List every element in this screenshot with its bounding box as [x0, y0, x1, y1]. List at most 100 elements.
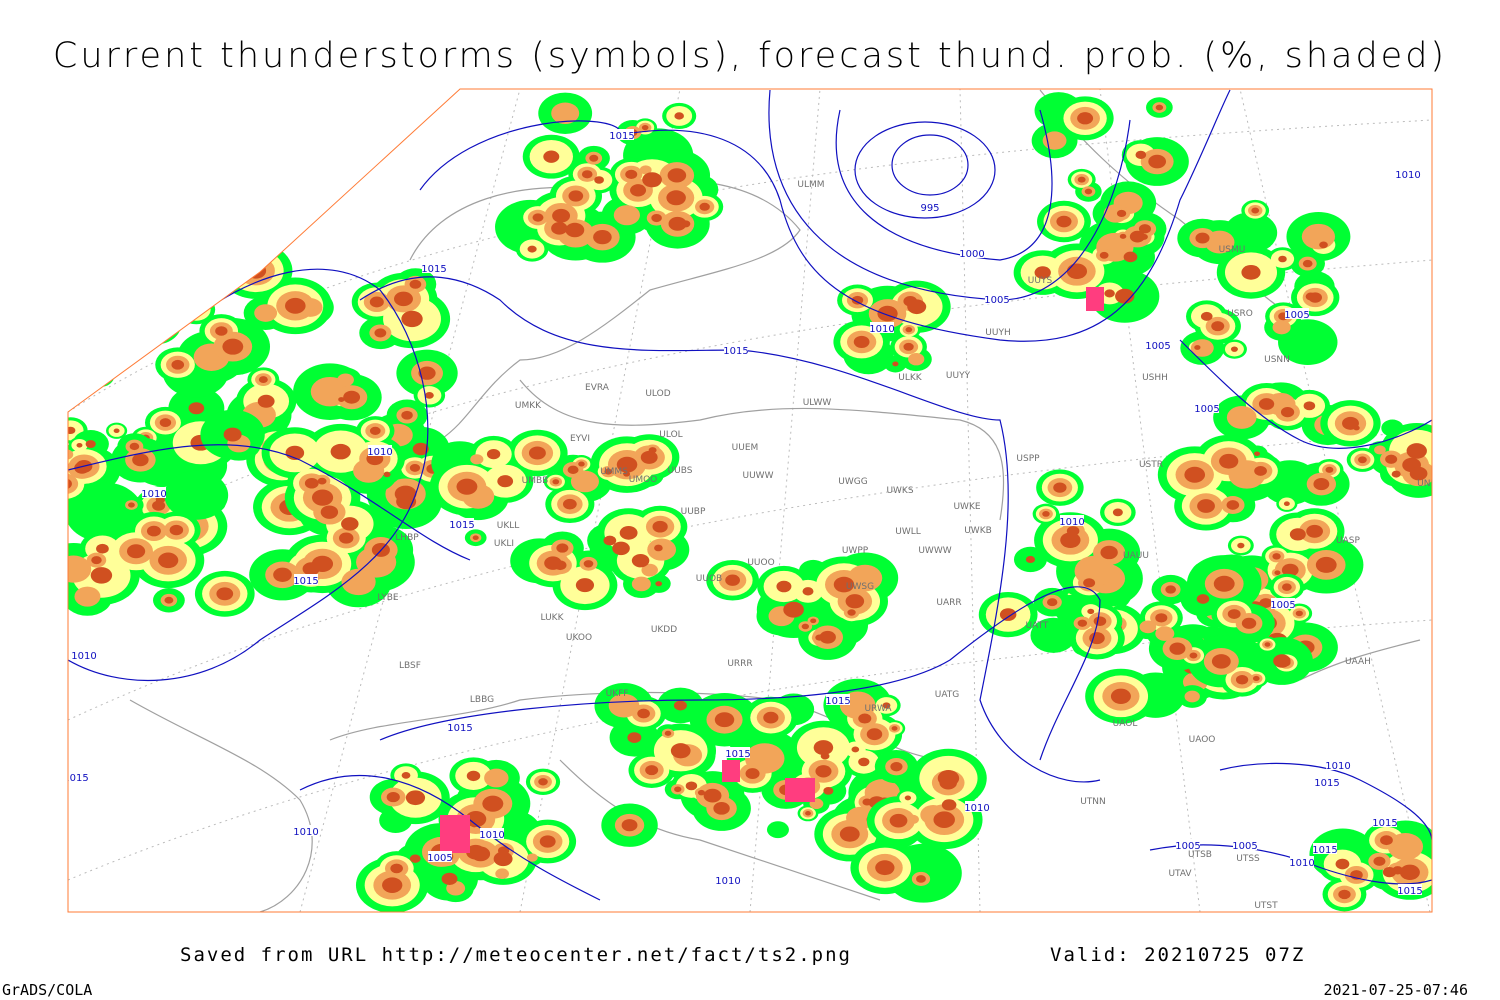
- probability-shade: [666, 190, 686, 206]
- isobar-label: 1005: [427, 853, 452, 864]
- station-label: LUKK: [541, 613, 565, 623]
- probability-shade: [68, 482, 143, 543]
- probability-shade: [1303, 401, 1316, 411]
- probability-shade: [1241, 617, 1257, 629]
- isobar-label: 1000: [959, 249, 984, 260]
- probability-shade: [575, 578, 595, 593]
- probability-shade: [341, 568, 376, 596]
- isobar-label: 1015: [1312, 845, 1337, 856]
- probability-shade: [589, 154, 599, 162]
- probability-shade: [330, 443, 351, 460]
- probability-shade: [369, 426, 381, 436]
- probability-shade: [941, 799, 957, 811]
- probability-shade: [858, 713, 872, 724]
- probability-shade: [1391, 470, 1401, 478]
- probability-shade: [1190, 339, 1214, 357]
- probability-shade: [670, 743, 691, 759]
- probability-shade: [1226, 500, 1240, 510]
- probability-shade: [551, 102, 580, 125]
- probability-shade: [1313, 478, 1330, 491]
- probability-shade: [338, 397, 345, 402]
- probability-shade: [594, 176, 604, 184]
- probability-shade: [1272, 553, 1281, 560]
- station-label: EVRA: [585, 383, 610, 393]
- isobar-label-bg: [870, 322, 894, 333]
- probability-shade: [1315, 556, 1337, 573]
- probability-shade: [1227, 609, 1241, 619]
- station-label: UWKE: [953, 502, 980, 512]
- probability-shade: [1228, 460, 1266, 489]
- probability-shade: [805, 811, 811, 816]
- probability-shade: [639, 165, 652, 175]
- probability-shade: [1115, 288, 1135, 304]
- probability-shade: [1252, 675, 1260, 682]
- isobar-label-bg: [960, 247, 984, 258]
- isobar-label: 1015: [449, 520, 474, 531]
- isobar-label: 995: [920, 203, 939, 214]
- probability-shade: [890, 762, 903, 772]
- probability-shade: [532, 213, 544, 222]
- probability-shade: [1251, 207, 1260, 214]
- isobar-label: 1005: [1145, 341, 1170, 352]
- station-label: UTST: [1254, 901, 1278, 911]
- probability-shade: [619, 525, 638, 540]
- station-label: UAAH: [1345, 657, 1371, 667]
- isobar-label-bg: [422, 262, 446, 273]
- probability-shade: [1301, 223, 1336, 250]
- probability-shade: [714, 712, 735, 728]
- probability-shade: [745, 743, 785, 774]
- isobar-label-bg: [368, 445, 392, 456]
- probability-shade: [223, 427, 242, 442]
- station-label: UAOL: [1113, 719, 1138, 729]
- probability-shade: [1148, 154, 1167, 169]
- station-label: UWGG: [838, 477, 867, 487]
- probability-shade: [1165, 585, 1176, 594]
- probability-shade: [904, 795, 912, 801]
- probability-shade: [1194, 345, 1201, 350]
- probability-shade: [1103, 204, 1128, 223]
- station-label: EYVI: [570, 434, 590, 444]
- probability-shade: [681, 220, 691, 228]
- probability-shade: [1169, 642, 1186, 655]
- probability-shade: [552, 479, 560, 485]
- isobar-labels: 1015 995 1000 1005 1010 1015 1015 1010 1010 1015 1…: [68, 129, 1423, 897]
- probability-shade: [527, 245, 537, 253]
- probability-shade: [126, 544, 146, 559]
- probability-shade: [1066, 263, 1088, 280]
- isobar-label: 1005: [1270, 600, 1295, 611]
- station-label: USTR: [1139, 460, 1163, 470]
- probability-shade: [258, 376, 268, 384]
- probability-shade: [254, 304, 278, 322]
- probability-shade: [916, 875, 926, 883]
- probability-shade: [543, 150, 560, 163]
- station-label: UWKS: [886, 486, 913, 496]
- station-label: LBSF: [399, 661, 421, 671]
- isobar-label: 1005: [1284, 310, 1309, 321]
- probability-shade: [482, 795, 504, 812]
- probability-shade: [640, 450, 658, 464]
- probability-shade: [1235, 675, 1249, 685]
- probability-shade: [851, 746, 860, 753]
- probability-shade: [819, 630, 836, 644]
- isobar-label: 1010: [293, 827, 318, 838]
- isobar-label: 1005: [1175, 841, 1200, 852]
- isobar-label: 1015: [1397, 886, 1422, 897]
- isobar-label: 1010: [964, 803, 989, 814]
- probability-shade: [1282, 659, 1291, 667]
- probability-shade: [551, 222, 568, 235]
- probability-shade: [763, 711, 779, 724]
- station-labels: ULMM UUYS UUYH ULKK UUYY ULWW ULOL UUEM UUWW UWGG…: [377, 180, 1432, 911]
- station-label: UKOO: [566, 633, 592, 643]
- isobar-label: 1015: [1372, 818, 1397, 829]
- probability-shade: [1034, 266, 1051, 279]
- probability-shade: [568, 190, 584, 202]
- isobar-label-bg: [918, 201, 942, 212]
- probability-shade: [1200, 311, 1213, 321]
- probability-shade: [937, 770, 960, 787]
- probability-shade: [1042, 511, 1050, 517]
- probability-shade: [1135, 150, 1147, 159]
- storm-symbols: [440, 287, 1104, 853]
- probability-shade: [562, 498, 577, 510]
- isobar-label-bg: [1315, 776, 1339, 787]
